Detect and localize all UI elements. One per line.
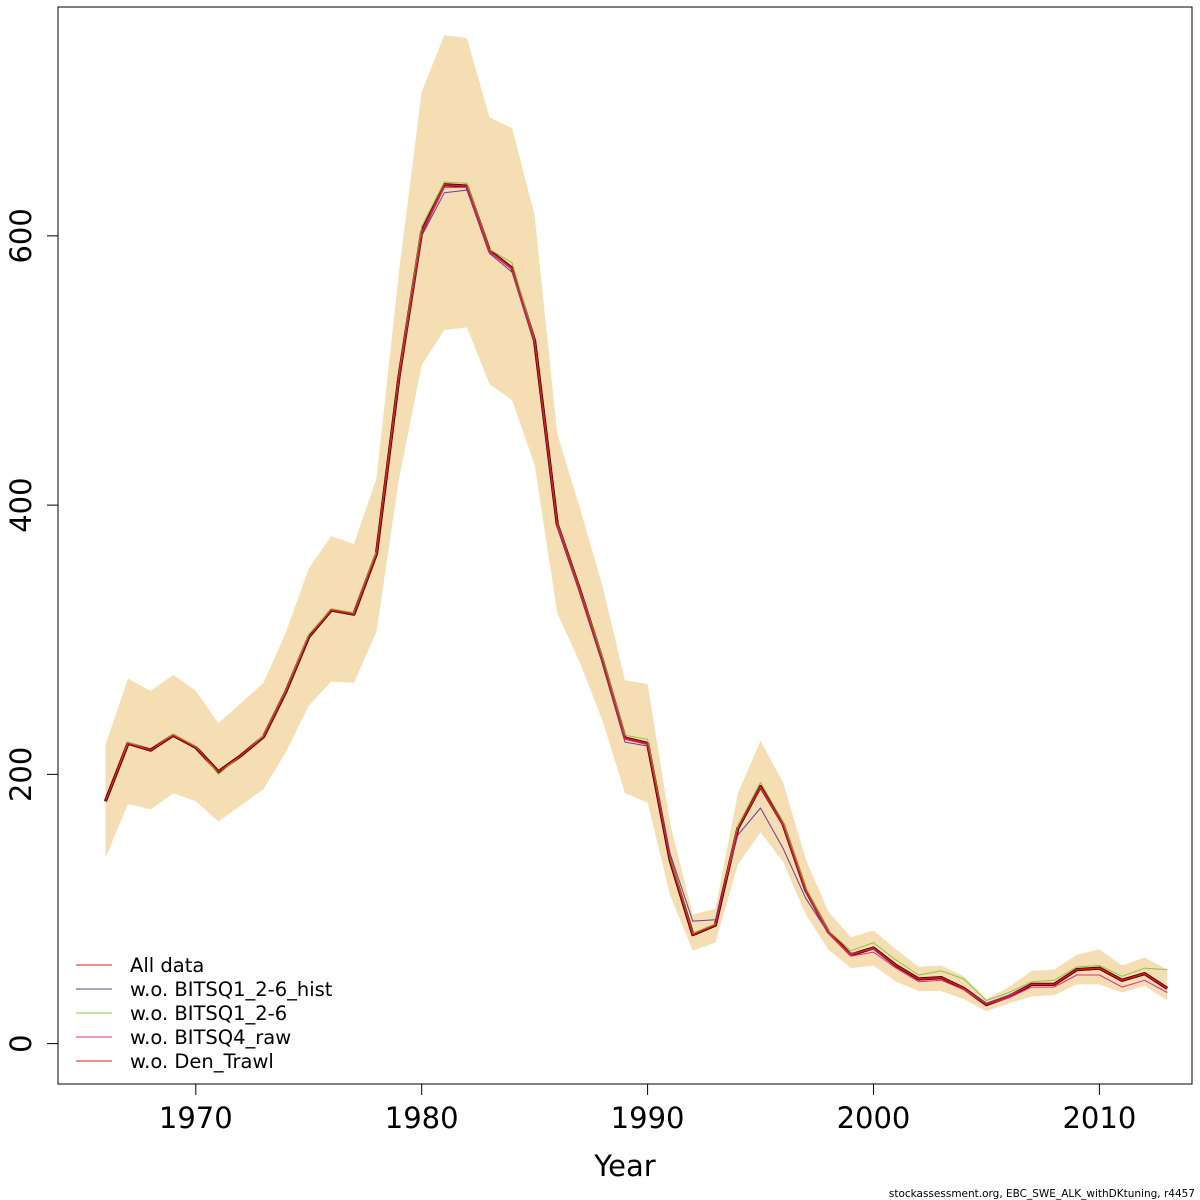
x-axis-title: Year bbox=[593, 1149, 655, 1183]
series-line-0 bbox=[104, 184, 1168, 1006]
x-tick-label: 1970 bbox=[159, 1101, 233, 1135]
series-layer bbox=[103, 181, 1169, 1007]
legend-label: w.o. BITSQ4_raw bbox=[130, 1026, 291, 1049]
series-line-4 bbox=[104, 184, 1168, 1006]
confidence-band-layer bbox=[105, 35, 1168, 1012]
legend-label: All data bbox=[130, 954, 204, 977]
confidence-band bbox=[105, 35, 1168, 1012]
series-line-1 bbox=[104, 189, 1168, 1004]
series-line-2 bbox=[104, 181, 1168, 1001]
x-tick-label: 2000 bbox=[837, 1101, 911, 1135]
series-line-3 bbox=[104, 186, 1168, 1006]
estimate-line bbox=[103, 183, 1169, 1007]
plot-frame bbox=[57, 6, 1193, 1085]
axes-layer: 1970 1980 1990 2000 2010 0 200 400 600 bbox=[4, 208, 1136, 1135]
legend-label: w.o. BITSQ1_2-6 bbox=[130, 1002, 287, 1025]
legend-label: w.o. BITSQ1_2-6_hist bbox=[130, 978, 333, 1001]
y-tick-label: 0 bbox=[4, 1034, 38, 1052]
legend-label: w.o. Den_Trawl bbox=[130, 1050, 274, 1073]
y-tick-label: 400 bbox=[4, 477, 38, 532]
x-tick-label: 1980 bbox=[385, 1101, 459, 1135]
x-tick-label: 2010 bbox=[1062, 1101, 1136, 1135]
y-tick-label: 200 bbox=[4, 747, 38, 802]
footer-credit: stockassessment.org, EBC_SWE_ALK_withDKt… bbox=[889, 1188, 1195, 1200]
y-tick-label: 600 bbox=[4, 208, 38, 263]
x-tick-label: 1990 bbox=[611, 1101, 685, 1135]
